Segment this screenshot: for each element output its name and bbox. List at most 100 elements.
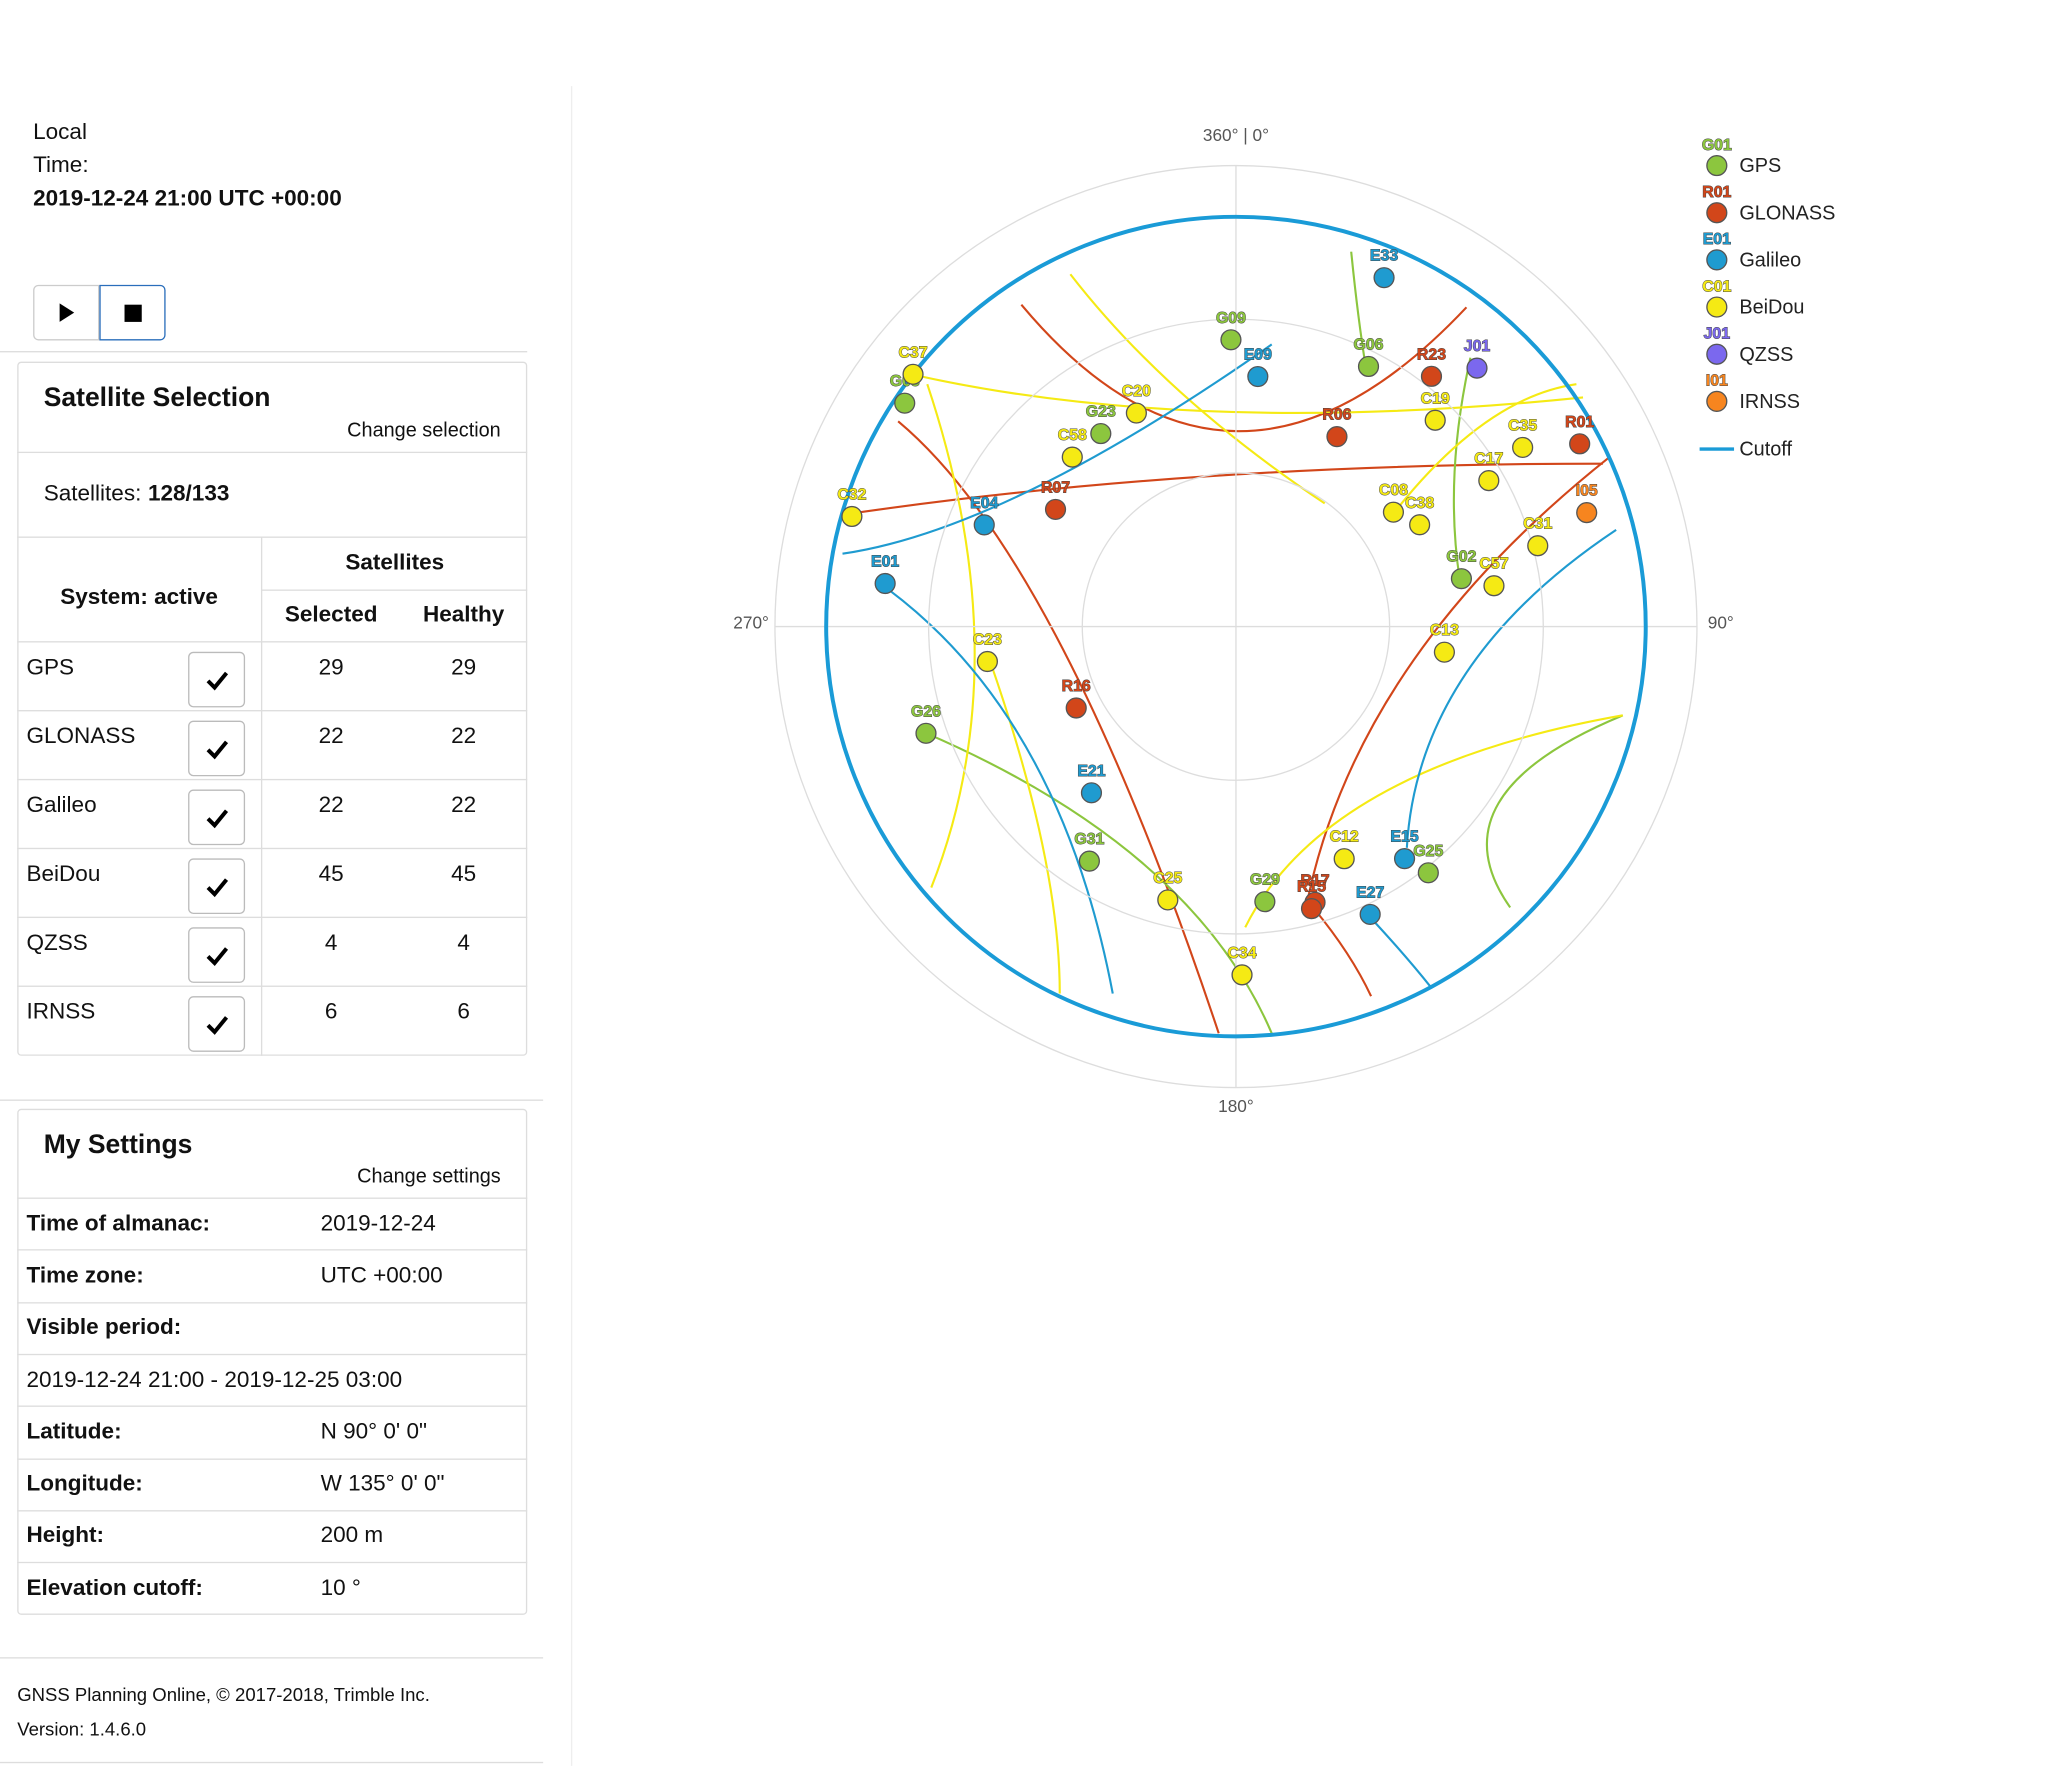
- direction-label: 360° | 0°: [1203, 125, 1269, 145]
- satellite-label: C34: [1227, 945, 1256, 962]
- satellite-label: E33: [1370, 248, 1398, 265]
- system-checkbox[interactable]: [188, 651, 246, 708]
- satellite: [1527, 535, 1549, 557]
- satellite: [1220, 329, 1242, 351]
- healthy-count: 22: [451, 792, 477, 818]
- satellite-label: R23: [1417, 346, 1446, 363]
- legend-name: GPS: [1739, 155, 1781, 177]
- check-icon: [206, 1016, 229, 1035]
- system-name: BeiDou: [26, 861, 101, 887]
- settings-panel: [17, 1108, 528, 1615]
- satellite: [1483, 575, 1505, 597]
- setting-label: Longitude:: [26, 1470, 143, 1496]
- track: [1303, 456, 1611, 915]
- satellite: [1080, 782, 1103, 804]
- satellite: [1576, 502, 1598, 524]
- panel-title: Satellite Selection: [43, 383, 271, 413]
- table-header: System: active: [60, 584, 218, 610]
- satellite-label: C25: [1153, 870, 1182, 887]
- satellite-label: C20: [1122, 383, 1151, 400]
- satellite: [1466, 357, 1488, 379]
- check-icon: [206, 878, 229, 898]
- divider: [17, 1301, 528, 1303]
- satellite-label: C23: [973, 632, 1002, 649]
- legend-marker: [1706, 296, 1728, 318]
- satellite: [973, 514, 995, 536]
- setting-label: Height:: [26, 1522, 105, 1548]
- healthy-count: 29: [451, 654, 477, 680]
- track: [847, 462, 1603, 516]
- legend-sample: E01: [1703, 231, 1731, 248]
- system-name: IRNSS: [26, 998, 96, 1025]
- satellite-label: R07: [1041, 479, 1070, 496]
- divider: [17, 1249, 528, 1251]
- system-name: QZSS: [26, 929, 88, 956]
- track: [1313, 908, 1373, 997]
- footer-text: GNSS Planning Online, © 2017-2018, Trimb…: [17, 1683, 430, 1705]
- satellite: [915, 722, 937, 744]
- legend-sample: R01: [1702, 184, 1731, 201]
- direction-label: 270°: [733, 612, 769, 632]
- check-icon: [206, 740, 229, 760]
- healthy-count: 22: [451, 723, 477, 749]
- satellite-label: G26: [911, 703, 941, 720]
- satellite: [1359, 903, 1381, 926]
- satellite-label: C12: [1330, 829, 1359, 846]
- setting-label: Visible period:: [26, 1314, 182, 1340]
- stop-button[interactable]: [99, 284, 166, 341]
- satellite-label: G29: [1250, 872, 1280, 889]
- satellite: [1424, 409, 1446, 431]
- divider: [17, 847, 528, 850]
- change-selection-link[interactable]: Change selection: [347, 419, 501, 442]
- setting-value: N 90° 0' 0": [320, 1418, 428, 1444]
- satellite-label: C19: [1421, 390, 1450, 407]
- satellite: [1409, 514, 1431, 536]
- divider: [17, 641, 528, 643]
- check-icon: [206, 809, 229, 829]
- satellite: [1090, 422, 1112, 445]
- elevation-ring: [1081, 472, 1391, 781]
- track: [842, 343, 1273, 555]
- system-checkbox[interactable]: [188, 927, 246, 983]
- satellite: [1125, 402, 1147, 424]
- satellite-label: G23: [1086, 404, 1116, 421]
- track: [1390, 383, 1577, 518]
- system-checkbox[interactable]: [188, 789, 246, 846]
- setting-label: Latitude:: [26, 1418, 122, 1444]
- satellite-label: G06: [1353, 336, 1383, 353]
- legend-marker: [1706, 154, 1728, 177]
- system-checkbox[interactable]: [188, 996, 246, 1052]
- satellite-label: E01: [871, 554, 899, 571]
- divider: [0, 1657, 544, 1659]
- selection-panel: [17, 361, 528, 1056]
- track: [884, 585, 1114, 994]
- legend-name: Galileo: [1739, 249, 1801, 271]
- selected-count: 22: [318, 723, 344, 749]
- change-settings-link[interactable]: Change settings: [357, 1165, 501, 1188]
- satellite-label: R06: [1322, 407, 1351, 424]
- satellite-label: J01: [1464, 338, 1491, 355]
- divider: [260, 536, 263, 1056]
- satellite: [1393, 848, 1416, 870]
- satellite-label: G31: [1074, 831, 1104, 848]
- satellite: [1247, 365, 1269, 388]
- system-checkbox[interactable]: [188, 720, 246, 777]
- table-header: Selected: [284, 601, 378, 627]
- satellite-label: E27: [1356, 884, 1384, 901]
- divider: [17, 985, 528, 987]
- system-checkbox[interactable]: [188, 858, 246, 915]
- play-button[interactable]: [33, 284, 100, 341]
- satellite: [1450, 568, 1473, 590]
- tracks: [842, 251, 1624, 1034]
- legend-sample: J01: [1704, 326, 1731, 343]
- divider: [260, 589, 528, 591]
- satellite-label: C17: [1474, 451, 1503, 468]
- track: [988, 659, 1061, 994]
- footer-text: Version: 1.4.6.0: [17, 1718, 147, 1740]
- satellite: [1157, 889, 1179, 911]
- divider: [17, 1509, 528, 1512]
- satellite: [1231, 964, 1253, 986]
- satellite-label: E09: [1244, 347, 1272, 364]
